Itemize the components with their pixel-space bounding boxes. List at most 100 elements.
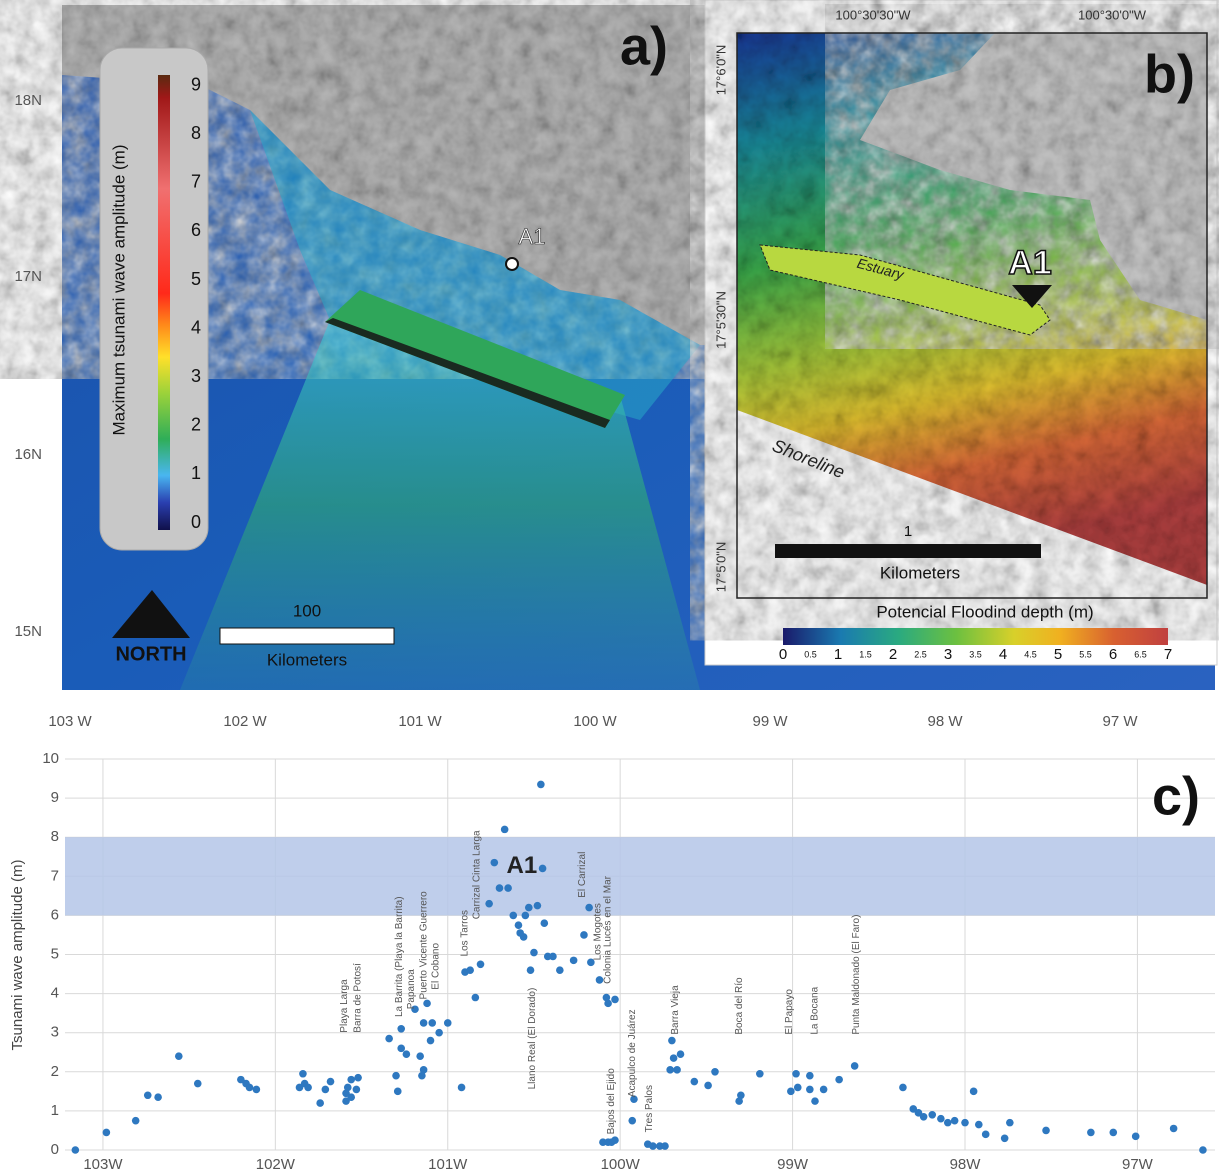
point-label: A1 (1008, 244, 1051, 282)
colorbar-label: 3 (191, 366, 201, 386)
point (787, 1088, 795, 1096)
y-tick-label: 4 (51, 985, 59, 1002)
x-tick-label: 101W (428, 1156, 468, 1173)
point (103, 1129, 111, 1137)
point (611, 1136, 619, 1144)
point (835, 1076, 843, 1084)
location-label: El Papayo (784, 989, 795, 1035)
point (1001, 1134, 1009, 1142)
colorbar (158, 75, 170, 530)
north-label: NORTH (115, 643, 186, 665)
lon-label: 100°30'0"W (1078, 7, 1147, 22)
point (580, 931, 588, 939)
location-label: Barra Vieja (670, 985, 681, 1035)
lon-label: 97 W (1102, 713, 1138, 730)
colorbar-label: 8 (191, 123, 201, 143)
lat-label: 18N (14, 92, 42, 109)
point (322, 1086, 330, 1094)
lon-label: 103 W (48, 713, 92, 730)
point (806, 1072, 814, 1080)
location-label: Los Mogotes (592, 903, 603, 960)
location-label: Los Tarros (460, 910, 471, 957)
location-label: Llano Real (El Dorado) (527, 988, 538, 1090)
y-tick-label: 9 (51, 789, 59, 806)
point (673, 1066, 681, 1074)
point (539, 865, 547, 873)
point (403, 1050, 411, 1058)
point (951, 1117, 959, 1125)
colorbar (783, 628, 1168, 645)
y-tick-label: 6 (51, 906, 59, 923)
location-label: Tres Palos (644, 1085, 655, 1132)
colorbar-label: 3 (944, 646, 952, 663)
lon-label: 101 W (398, 713, 442, 730)
colorbar-label: 4 (999, 646, 1007, 663)
point (354, 1074, 362, 1082)
point (496, 884, 504, 892)
colorbar-label: 3.5 (969, 649, 982, 659)
location-label: Bajos del Ejido (606, 1068, 617, 1135)
point (397, 1025, 405, 1033)
point (982, 1131, 990, 1139)
location-label: El Carrizal (577, 852, 588, 898)
colorbar-label: 2 (889, 646, 897, 663)
colorbar-label: 6 (191, 220, 201, 240)
colorbar-label: 0 (779, 646, 787, 663)
point (194, 1080, 202, 1088)
point (392, 1072, 400, 1080)
lat-label: 15N (14, 623, 42, 640)
point (820, 1086, 828, 1094)
point (628, 1117, 636, 1125)
scale-unit: Kilometers (267, 650, 347, 669)
point (975, 1121, 983, 1129)
point (420, 1066, 428, 1074)
point (347, 1093, 355, 1101)
highlight-band (65, 837, 1215, 915)
y-tick-label: 8 (51, 828, 59, 845)
point (661, 1142, 669, 1150)
scale-bar (220, 628, 394, 644)
point (920, 1113, 928, 1121)
colorbar-label: 1 (191, 463, 201, 483)
point (72, 1146, 80, 1154)
point (534, 902, 542, 910)
colorbar-label: 7 (191, 172, 201, 192)
point-label: A1 (519, 224, 546, 249)
point (316, 1099, 324, 1107)
point (668, 1037, 676, 1045)
point (527, 966, 535, 974)
y-tick-label: 5 (51, 945, 59, 962)
point (541, 919, 549, 927)
y-tick-label: 2 (51, 1063, 59, 1080)
location-label: Punta Maldonado (El Faro) (851, 915, 862, 1035)
location-label: Barra de Potosí (353, 963, 364, 1033)
point (1042, 1127, 1050, 1135)
point (504, 884, 512, 892)
point (704, 1082, 712, 1090)
point (811, 1097, 819, 1105)
location-label: Boca del Río (734, 977, 745, 1035)
colorbar-label: 5 (191, 269, 201, 289)
colorbar-label: 9 (191, 74, 201, 94)
point (525, 904, 533, 912)
scale-value: 100 (293, 601, 321, 620)
lon-label: 100°30'30"W (835, 7, 911, 22)
point (175, 1052, 183, 1060)
point (604, 1000, 612, 1008)
x-tick-label: 97W (1122, 1156, 1154, 1173)
x-tick-label: 102W (256, 1156, 296, 1173)
lon-label: 102 W (223, 713, 267, 730)
point (899, 1084, 907, 1092)
location-label: La Barrita (Playa la Barrita) (394, 896, 405, 1017)
point (144, 1091, 152, 1099)
lat-label: 17°6'0"N (713, 45, 728, 96)
figure: a) A1 Maximum tsunami wave amplitude (m)… (0, 0, 1219, 1176)
y-tick-label: 7 (51, 867, 59, 884)
point (423, 1000, 431, 1008)
location-label: La Bocana (810, 986, 821, 1034)
colorbar-label: 5 (1054, 646, 1062, 663)
point (1006, 1119, 1014, 1127)
y-tick-label: 1 (51, 1102, 59, 1119)
point (522, 912, 530, 920)
